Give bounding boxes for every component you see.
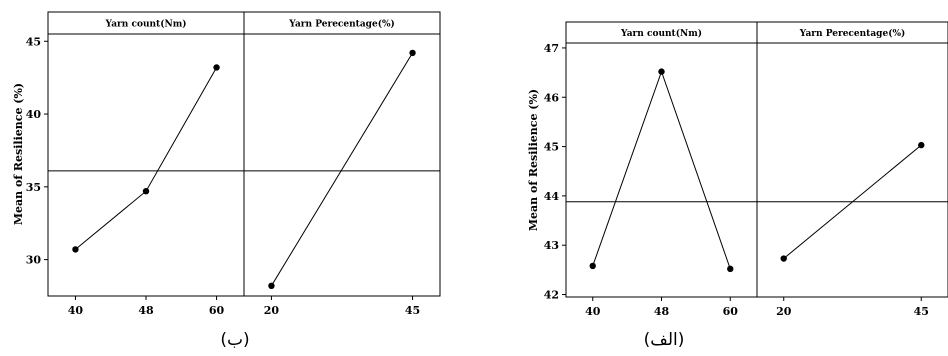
facet-header-label: Yarn count(Nm) [105, 19, 187, 30]
y-tick-label: 40 [26, 108, 42, 121]
x-tick-label: 40 [68, 304, 84, 317]
x-tick-label: 20 [776, 305, 792, 318]
y-tick-label: 47 [544, 42, 559, 55]
data-point [589, 262, 596, 270]
y-axis-title: Mean of Resilience (%) [527, 89, 540, 231]
x-tick-label: 60 [209, 304, 225, 317]
x-tick-label: 48 [654, 305, 670, 318]
data-point [658, 68, 665, 75]
y-tick-label: 30 [26, 254, 42, 267]
y-tick-label: 45 [26, 35, 41, 48]
data-point [268, 282, 275, 290]
x-tick-label: 45 [914, 305, 929, 318]
x-tick-label: 45 [405, 304, 420, 317]
chart-0: 30 35 40 45 Mean of Resilience (%) Yarn count… [12, 11, 441, 317]
series-line [75, 67, 217, 250]
data-point [213, 64, 220, 71]
facet-header-label: Yarn Perecentage(%) [288, 19, 395, 30]
series-line [271, 52, 413, 287]
series-line [592, 70, 731, 270]
data-point [918, 141, 925, 149]
facet-header-label: Yarn Perecentage(%) [799, 28, 906, 39]
y-tick-label: 45 [544, 141, 559, 154]
y-axis-title: Mean of Resilience (%) [12, 83, 25, 225]
series-line [783, 144, 922, 259]
y-tick-label: 46 [544, 91, 560, 104]
x-tick-label: 20 [264, 304, 280, 317]
data-point [780, 255, 787, 262]
data-point [409, 49, 416, 57]
facet-header-label: Yarn count(Nm) [620, 28, 702, 39]
data-point [72, 246, 79, 253]
y-tick-label: 44 [544, 190, 560, 203]
x-tick-label: 48 [138, 304, 154, 317]
caption-right: (الف) [643, 330, 685, 350]
caption-left: (ب) [220, 330, 250, 350]
x-tick-label: 40 [585, 305, 601, 318]
data-point [727, 265, 734, 273]
y-tick-label: 42 [544, 289, 559, 302]
chart-1: 42 43 44 45 46 47 Mean of Resilience (%) Yarn c… [527, 21, 948, 318]
y-tick-label: 35 [26, 181, 41, 194]
x-tick-label: 60 [723, 305, 739, 318]
y-tick-label: 43 [544, 239, 559, 252]
data-point [142, 188, 150, 195]
